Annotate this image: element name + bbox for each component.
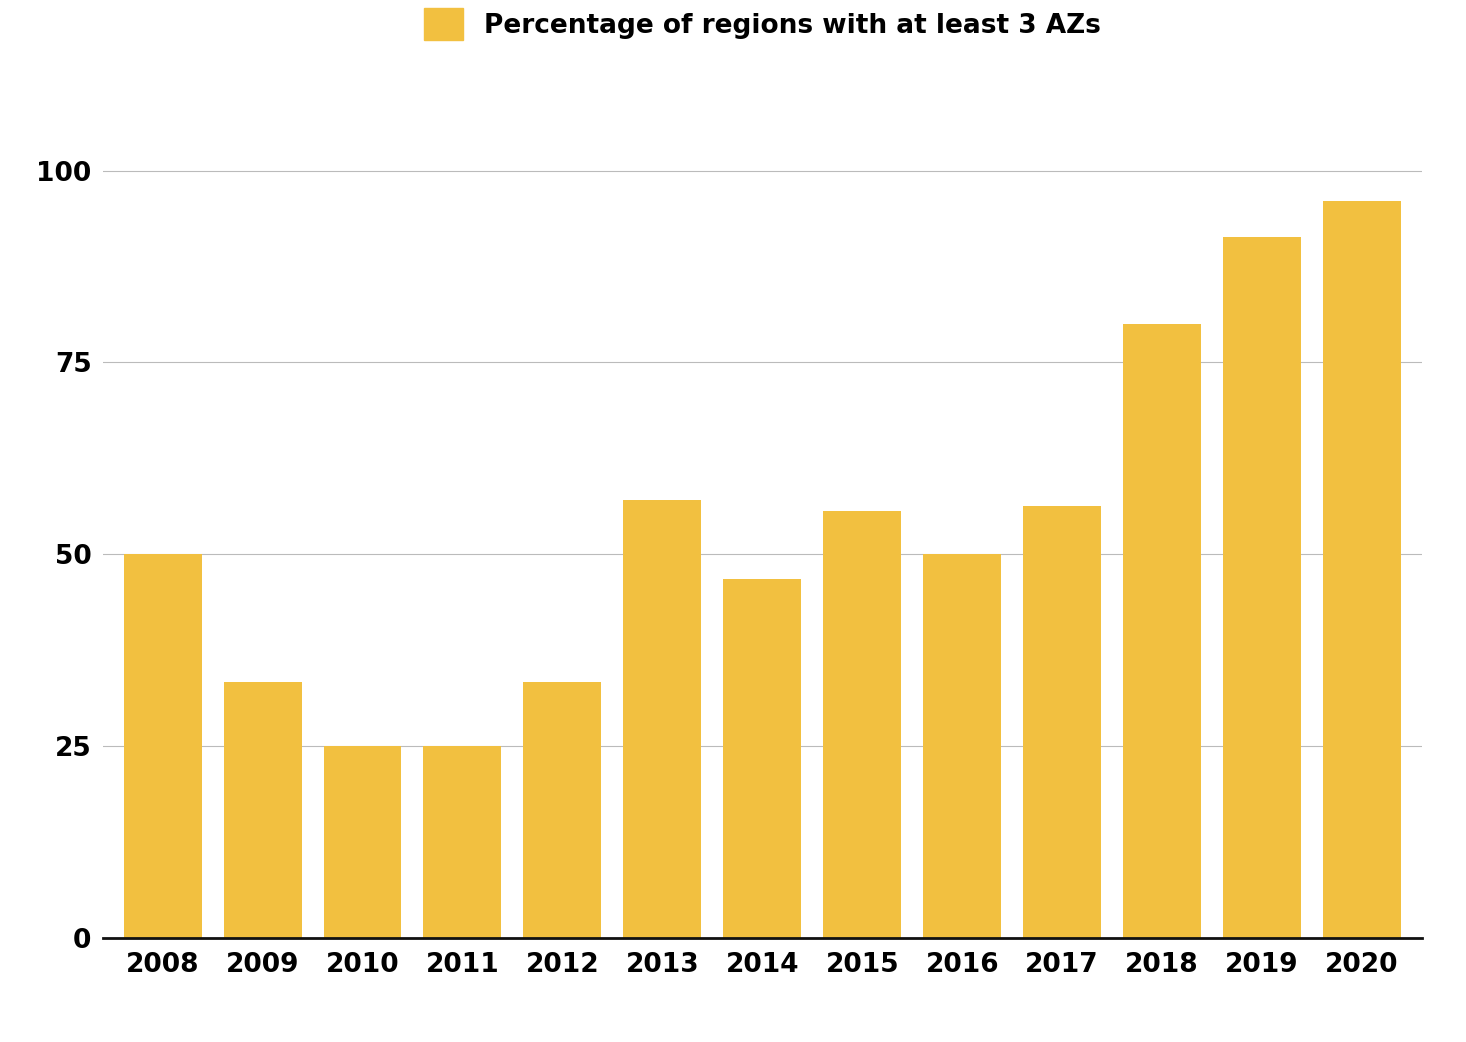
Bar — [324, 746, 402, 938]
Bar — [123, 554, 201, 938]
Bar — [824, 512, 902, 938]
Bar — [424, 746, 501, 938]
Bar — [223, 683, 302, 938]
Bar — [924, 554, 1001, 938]
Bar — [1324, 201, 1401, 938]
Bar — [1223, 238, 1302, 938]
Bar — [1023, 505, 1101, 938]
Bar — [623, 500, 701, 938]
Bar — [523, 683, 601, 938]
Legend: Percentage of regions with at least 3 AZs: Percentage of regions with at least 3 AZ… — [413, 0, 1111, 51]
Bar — [1123, 324, 1201, 938]
Bar — [723, 579, 802, 938]
